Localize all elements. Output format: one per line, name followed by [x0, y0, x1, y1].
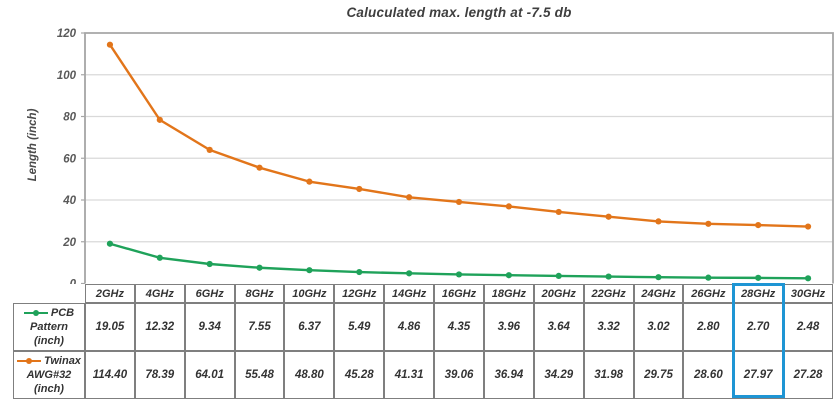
- data-point-icon: [106, 41, 114, 48]
- data-point-icon: [755, 222, 762, 229]
- freq-header-cell: 26GHz: [683, 284, 734, 303]
- value-cell: 27.97: [733, 351, 784, 399]
- freq-header-cell: 28GHz: [733, 284, 784, 303]
- value-cell: 6.37: [284, 303, 335, 351]
- value-cell: 2.70: [733, 303, 784, 351]
- data-point-icon: [206, 146, 213, 153]
- value-cell: 3.64: [533, 303, 584, 351]
- series-name-line: Twinax: [44, 354, 81, 367]
- plot-border: [84, 32, 834, 284]
- freq-header-cell: 20GHz: [533, 284, 584, 303]
- data-point-icon: [655, 218, 662, 225]
- data-point-icon: [505, 272, 512, 279]
- data-point-icon: [206, 260, 213, 268]
- freq-header-cell: 4GHz: [134, 284, 185, 303]
- series-name-line: Pattern: [30, 320, 68, 333]
- data-table: 2GHz 4GHz 6GHz 8GHz 10GHz 12GHz 14GHz 16GHz 18GH…: [13, 284, 833, 399]
- data-point-icon: [655, 274, 662, 281]
- y-tick-label: 100: [57, 70, 77, 82]
- data-point-icon: [256, 164, 263, 171]
- value-cell: 29.75: [633, 351, 684, 399]
- data-point-icon: [555, 272, 562, 280]
- value-cell: 19.05: [85, 303, 135, 351]
- data-point-icon: [156, 254, 163, 261]
- data-point-icon: [505, 203, 512, 210]
- value-cell: 5.49: [334, 303, 385, 351]
- line-plot: 0 20 40 60 80 100 120: [57, 28, 834, 285]
- table-corner-blank: [13, 284, 85, 303]
- data-point-icon: [156, 116, 163, 123]
- series-marker-icon: [17, 357, 42, 364]
- data-point-icon: [555, 208, 562, 216]
- series-legend-cell: Twinax AWG#32 (inch): [13, 351, 85, 399]
- value-cell: 9.34: [184, 303, 235, 351]
- data-point-icon: [804, 223, 812, 230]
- freq-header-cell: 2GHz: [85, 284, 135, 303]
- value-cell: 39.06: [434, 351, 484, 399]
- data-point-icon: [406, 270, 413, 277]
- value-cell: 55.48: [234, 351, 285, 399]
- freq-header-cell: 18GHz: [483, 284, 534, 303]
- y-tick-label: 40: [62, 195, 76, 207]
- value-cell: 3.02: [633, 303, 684, 351]
- value-cell: 3.96: [483, 303, 534, 351]
- freq-header-cell: 14GHz: [384, 284, 435, 303]
- freq-header-cell: 30GHz: [783, 284, 833, 303]
- value-cell: 41.31: [384, 351, 435, 399]
- value-cell: 31.98: [583, 351, 634, 399]
- value-cell: 4.86: [384, 303, 435, 351]
- value-cell: 3.32: [583, 303, 634, 351]
- series-legend-cell: PCB Pattern (inch): [13, 303, 85, 351]
- y-tick-label: 0: [70, 279, 77, 285]
- value-cell: 114.40: [85, 351, 135, 399]
- value-cell: 2.48: [783, 303, 833, 351]
- data-point-icon: [306, 178, 313, 185]
- freq-header-cell: 16GHz: [434, 284, 484, 303]
- data-point-icon: [705, 220, 712, 227]
- value-cell: 48.80: [284, 351, 335, 399]
- data-point-icon: [804, 275, 812, 282]
- series-marker-icon: [23, 309, 48, 316]
- series-name-line: PCB: [50, 306, 75, 319]
- data-point-icon: [406, 194, 413, 201]
- series-name-line: (inch): [34, 335, 64, 348]
- freq-header-cell: 6GHz: [184, 284, 235, 303]
- freq-header-cell: 8GHz: [234, 284, 285, 303]
- data-point-icon: [306, 267, 313, 274]
- data-point-icon: [455, 271, 463, 278]
- y-tick-label: 120: [57, 28, 77, 40]
- data-point-icon: [356, 185, 363, 193]
- value-cell: 27.28: [783, 351, 833, 399]
- y-tick-label: 60: [63, 153, 76, 165]
- freq-header-cell: 24GHz: [633, 284, 684, 303]
- data-point-icon: [256, 264, 263, 271]
- data-point-icon: [605, 213, 612, 220]
- data-point-icon: [755, 274, 762, 281]
- freq-header-cell: 22GHz: [583, 284, 634, 303]
- value-cell: 64.01: [184, 351, 235, 399]
- value-cell: 12.32: [134, 303, 185, 351]
- value-cell: 45.28: [334, 351, 385, 399]
- value-cell: 2.80: [683, 303, 734, 351]
- value-cell: 78.39: [134, 351, 185, 399]
- value-cell: 28.60: [683, 351, 734, 399]
- value-cell: 4.35: [434, 303, 484, 351]
- y-tick-label: 20: [62, 237, 76, 249]
- data-point-icon: [605, 273, 612, 280]
- value-cell: 34.29: [533, 351, 584, 399]
- chart-title: Caluculated max. length at -7.5 db: [346, 5, 572, 20]
- data-point-icon: [705, 274, 712, 281]
- freq-header-cell: 10GHz: [284, 284, 335, 303]
- series-name-line: (inch): [34, 383, 64, 396]
- freq-header-cell: 12GHz: [334, 284, 385, 303]
- data-point-icon: [106, 240, 114, 247]
- series-name-line: AWG#32: [26, 368, 72, 381]
- value-cell: 36.94: [483, 351, 534, 399]
- data-point-icon: [356, 268, 363, 276]
- data-point-icon: [455, 198, 463, 206]
- y-tick-label: 80: [63, 112, 76, 124]
- value-cell: 7.55: [234, 303, 285, 351]
